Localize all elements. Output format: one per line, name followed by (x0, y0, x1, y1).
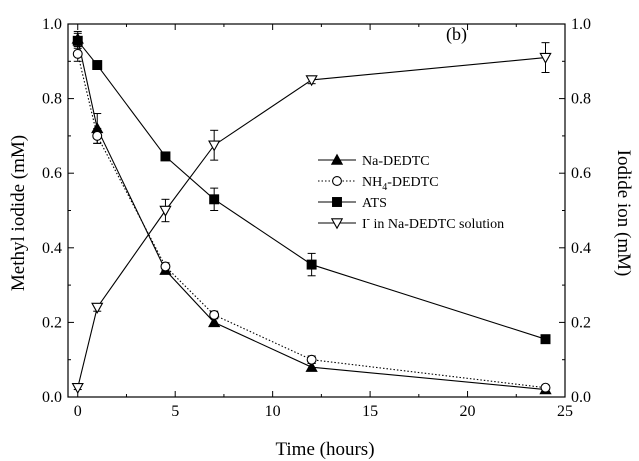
series-layer (71, 30, 552, 395)
data-point (72, 35, 83, 46)
legend-marker (330, 218, 344, 230)
legend-label: NH4-DEDTC (362, 175, 439, 193)
legend-item-0: Na-DEDTC (318, 153, 430, 169)
legend-marker (332, 197, 342, 207)
legend-marker (332, 176, 342, 186)
y-axis-left-ticks: 0.0 0.2 0.4 0.6 0.8 1.0 (42, 16, 74, 406)
x-tick-label: 5 (171, 403, 179, 420)
y-left-tick-label: 0.6 (42, 165, 62, 182)
y-left-tick-label: 1.0 (42, 16, 62, 33)
y-right-tick-label: 0.4 (571, 240, 591, 257)
y-axis-right-ticks: 0.0 0.2 0.4 0.6 0.8 1.0 (559, 16, 591, 406)
data-point (539, 52, 552, 64)
legend-item-3: I- in Na-DEDTC solution (318, 214, 504, 232)
x-tick-label: 15 (362, 403, 378, 420)
data-point (306, 259, 317, 270)
x-tick-label: 20 (460, 403, 476, 420)
legend-item-2: ATS (318, 196, 387, 211)
series-line (77, 53, 546, 389)
y-left-tick-label: 0.0 (42, 389, 62, 406)
y-right-tick-label: 0.6 (571, 165, 591, 182)
panel-label: (b) (446, 24, 467, 45)
x-tick-label: 25 (557, 403, 573, 420)
data-point (92, 60, 103, 71)
data-point (305, 75, 318, 87)
y-axis-right-title: Iodide ion (mM) (613, 150, 634, 277)
data-point (160, 151, 171, 162)
data-point (159, 205, 172, 217)
legend: Na-DEDTC NH4-DEDTC ATS I- in Na-DEDTC solut… (318, 153, 504, 232)
y-right-tick-label: 0.8 (571, 91, 591, 108)
series-3 (71, 42, 552, 395)
x-axis-ticks: 0 5 10 15 20 25 (74, 24, 573, 420)
data-point (208, 316, 221, 328)
y-right-tick-label: 0.2 (571, 314, 591, 331)
x-tick-label: 10 (265, 403, 281, 420)
data-point (209, 309, 220, 320)
series-1 (72, 45, 551, 393)
legend-label: ATS (362, 196, 387, 211)
data-point (306, 354, 317, 365)
x-axis-title: Time (hours) (275, 439, 374, 460)
data-point (71, 382, 84, 395)
data-point (91, 302, 104, 314)
data-point (72, 48, 83, 59)
legend-marker (330, 153, 344, 165)
data-point (160, 261, 171, 272)
data-point (209, 194, 220, 205)
y-left-tick-label: 0.2 (42, 314, 62, 331)
data-point (208, 140, 221, 152)
y-left-tick-label: 0.8 (42, 91, 62, 108)
series-line (77, 38, 546, 391)
legend-item-1: NH4-DEDTC (318, 175, 439, 193)
y-right-tick-label: 0.0 (571, 389, 591, 406)
legend-label: Na-DEDTC (362, 154, 430, 169)
legend-label: I- in Na-DEDTC solution (362, 214, 504, 232)
y-right-tick-label: 1.0 (571, 16, 591, 33)
y-left-tick-label: 0.4 (42, 240, 62, 257)
data-point (92, 130, 103, 141)
y-axis-left-title: Methyl iodide (mM) (8, 135, 29, 291)
data-point (540, 334, 551, 345)
x-tick-label: 0 (74, 403, 82, 420)
data-point (540, 382, 551, 393)
data-point (305, 360, 318, 372)
series-line (77, 57, 546, 388)
